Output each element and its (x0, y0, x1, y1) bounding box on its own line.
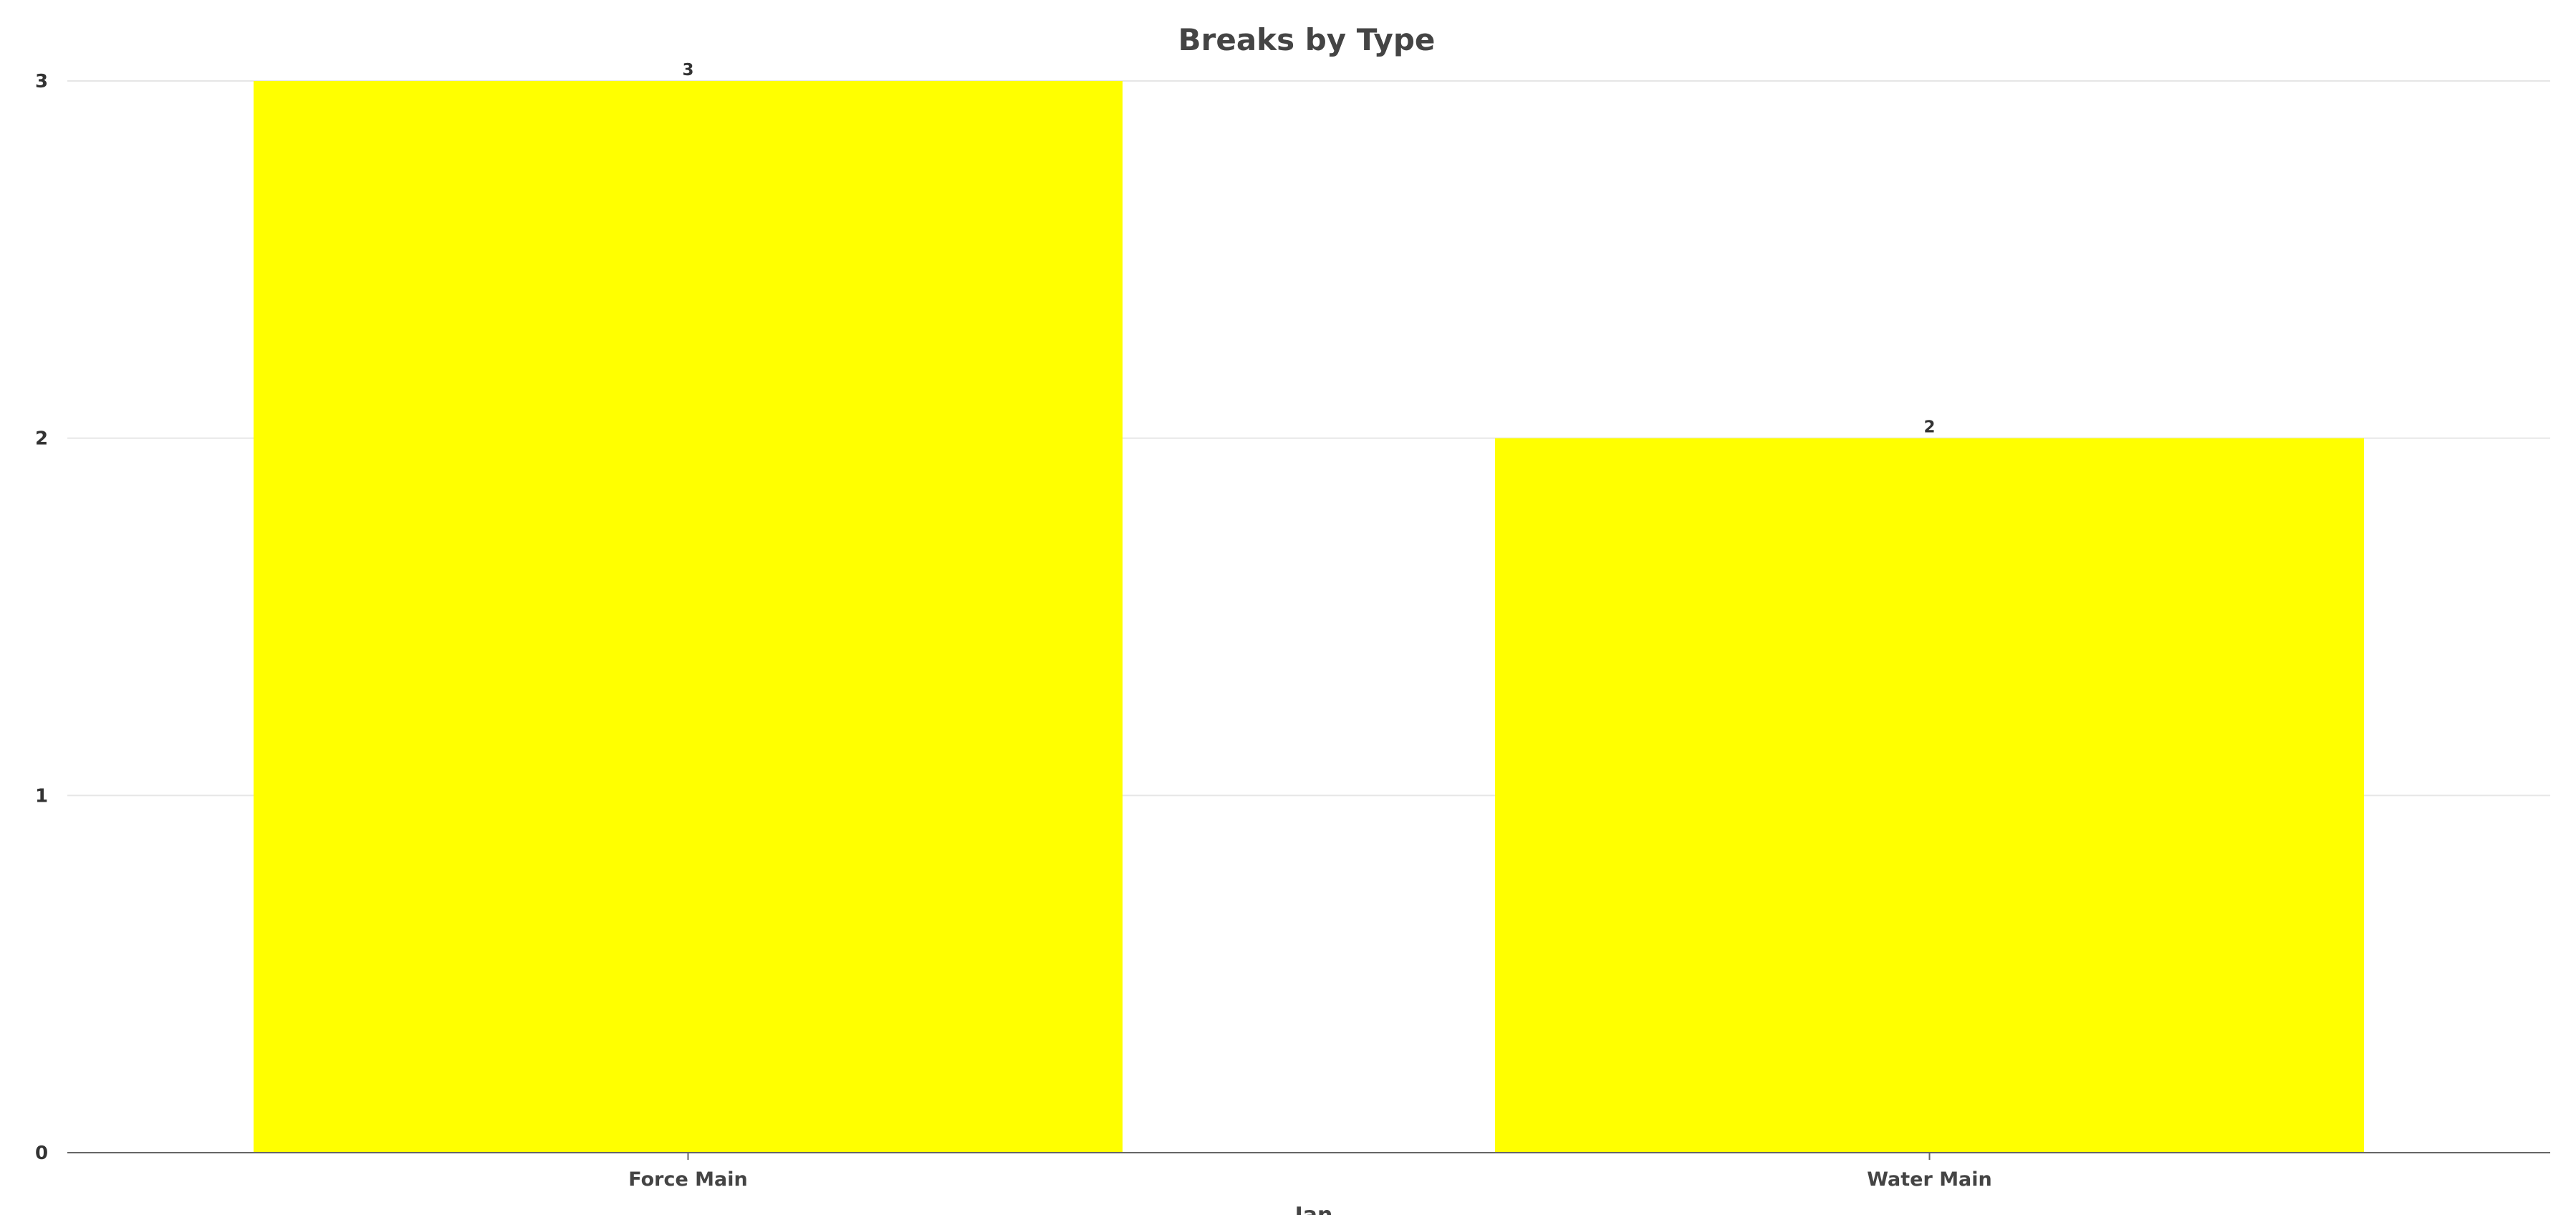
bar-force-main[interactable] (253, 81, 1123, 1153)
chart-title: Breaks by Type (1178, 22, 1436, 57)
y-tick-label: 2 (35, 428, 48, 450)
x-tick-label: Water Main (1867, 1168, 1992, 1191)
x-axis (67, 1152, 2550, 1160)
x-tick-label: Force Main (628, 1168, 748, 1191)
y-tick-label: 1 (35, 785, 48, 807)
x-axis-ticks: Force Main Water Main (628, 1168, 1992, 1191)
data-labels: 32 (682, 61, 1935, 437)
bar-water-main[interactable] (1494, 438, 2365, 1153)
y-tick-label: 3 (35, 71, 48, 92)
bars (253, 81, 2365, 1153)
y-tick-label: 0 (35, 1143, 48, 1164)
x-axis-label: Jan (1294, 1203, 1333, 1215)
data-label: 2 (1923, 418, 1935, 437)
data-label: 3 (682, 61, 693, 80)
y-axis-ticks: 0 1 2 3 (35, 71, 48, 1164)
